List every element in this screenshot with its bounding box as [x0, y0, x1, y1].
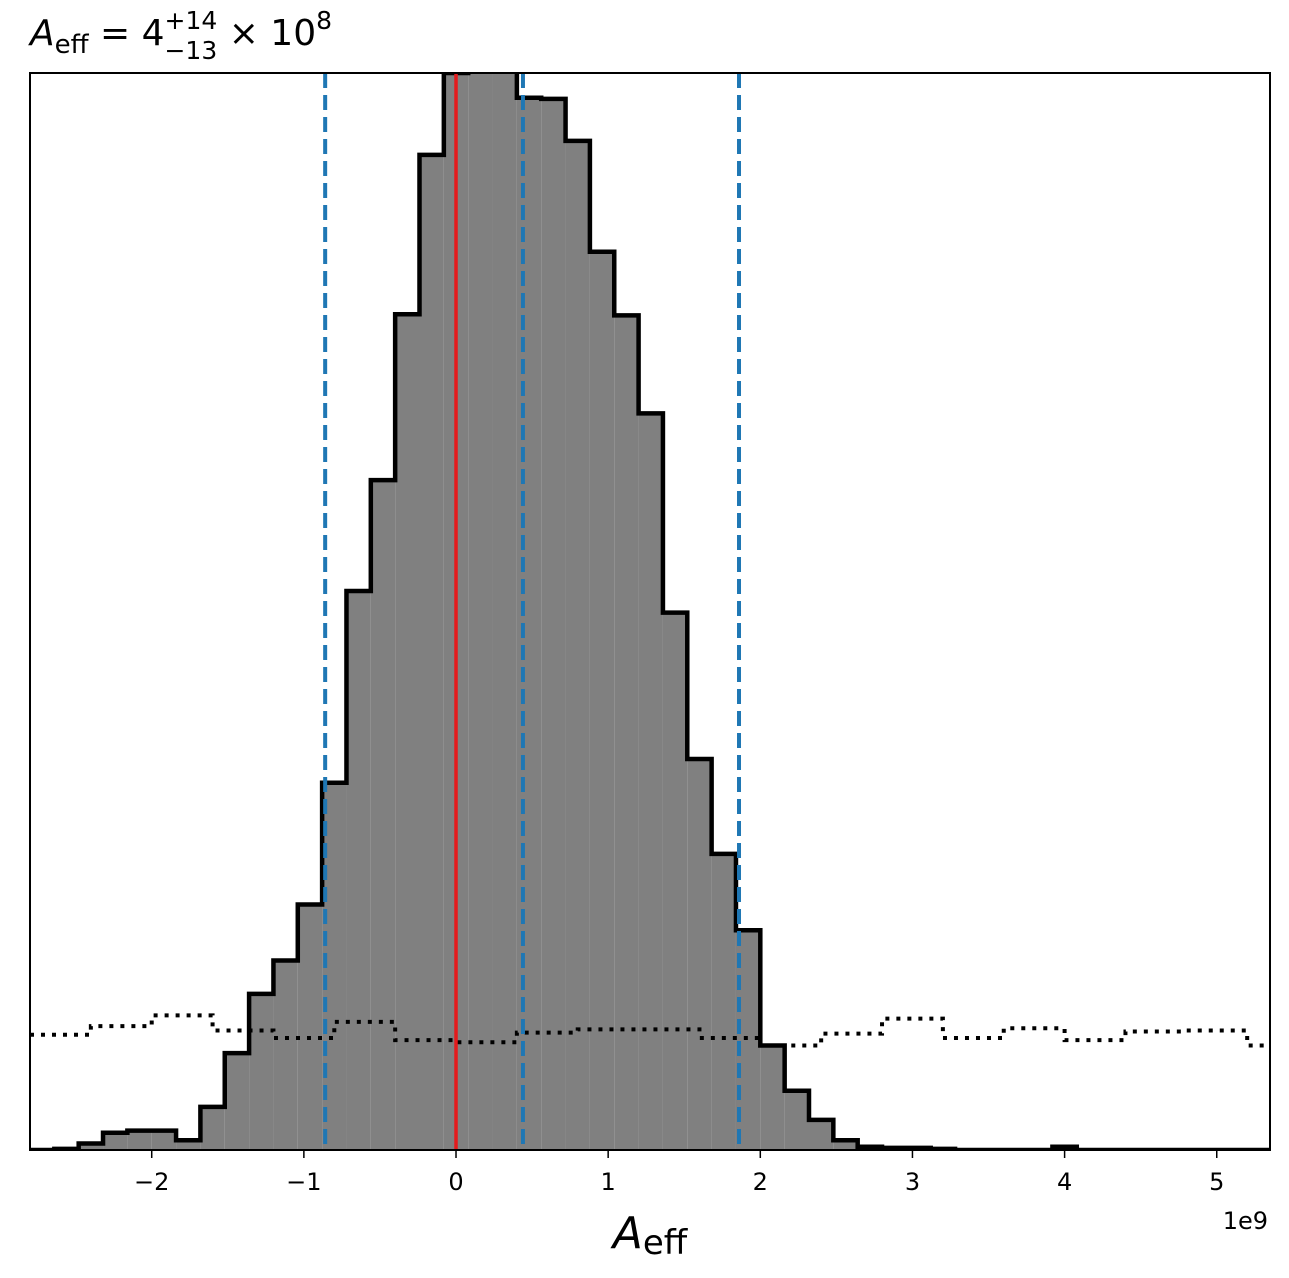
x-tick-label: 0 [448, 1168, 463, 1196]
histogram-bar [662, 612, 688, 1150]
plot-frame [29, 72, 1271, 1151]
histogram-outline [30, 73, 1270, 1150]
histogram-bar [370, 480, 396, 1150]
chart-title: Aeff = 4+14 −13 × 108 [28, 6, 332, 65]
histogram-bars [54, 73, 1077, 1150]
xlabel-sub: eff [643, 1223, 689, 1263]
x-axis-label: Aeff [610, 1208, 689, 1263]
histogram-bar [176, 1140, 201, 1150]
title-lower: −13 [164, 36, 217, 65]
histogram-bar [589, 251, 615, 1150]
histogram-bar [833, 1140, 858, 1150]
histogram-bar [249, 993, 274, 1150]
histogram-bar [78, 1143, 104, 1150]
histogram-bar [516, 97, 542, 1150]
title-sup: +14 [165, 6, 218, 35]
histogram-bar [687, 759, 712, 1150]
histogram-bar [419, 154, 444, 1150]
histogram-bar [346, 591, 371, 1150]
x-offset-text: 1e9 [1223, 1207, 1268, 1235]
x-tick-label: 4 [1057, 1168, 1072, 1196]
x-tick-label: −2 [134, 1168, 169, 1196]
x-tick-label: 3 [905, 1168, 920, 1196]
histogram-bar [541, 98, 566, 1150]
histogram-bar [711, 853, 736, 1150]
title-var: A [28, 13, 55, 54]
histogram-bar [297, 904, 323, 1150]
histogram-bar [151, 1130, 177, 1150]
x-tick-label: 1 [601, 1168, 616, 1196]
title-times: × 10 [217, 13, 316, 54]
histogram-bar [638, 413, 663, 1150]
histogram-bar [103, 1132, 128, 1150]
histogram-bar [565, 140, 590, 1150]
histogram-bar [808, 1119, 834, 1150]
x-tick-label: 5 [1209, 1168, 1224, 1196]
histogram-bar [468, 73, 493, 1150]
histogram-bar [127, 1130, 152, 1150]
xlabel-var: A [610, 1208, 643, 1259]
x-axis: −2 −1 0 1 2 3 4 5 [134, 1150, 1224, 1196]
plot-area [30, 73, 1270, 1150]
title-pow: 8 [316, 6, 332, 35]
histogram-bar [395, 314, 420, 1150]
x-tick-label: 2 [753, 1168, 768, 1196]
histogram-bar [614, 315, 639, 1150]
histogram-bar [784, 1090, 809, 1150]
histogram-bar [200, 1106, 225, 1150]
histogram-bar [224, 1053, 250, 1150]
title-eq: = 4 [89, 13, 165, 54]
title-sub: eff [55, 30, 90, 60]
histogram-bar [760, 1045, 785, 1150]
prior-line [30, 1013, 1270, 1048]
histogram-bar [273, 960, 298, 1150]
x-tick-label: −1 [286, 1168, 321, 1196]
histogram-bar [492, 73, 517, 1150]
